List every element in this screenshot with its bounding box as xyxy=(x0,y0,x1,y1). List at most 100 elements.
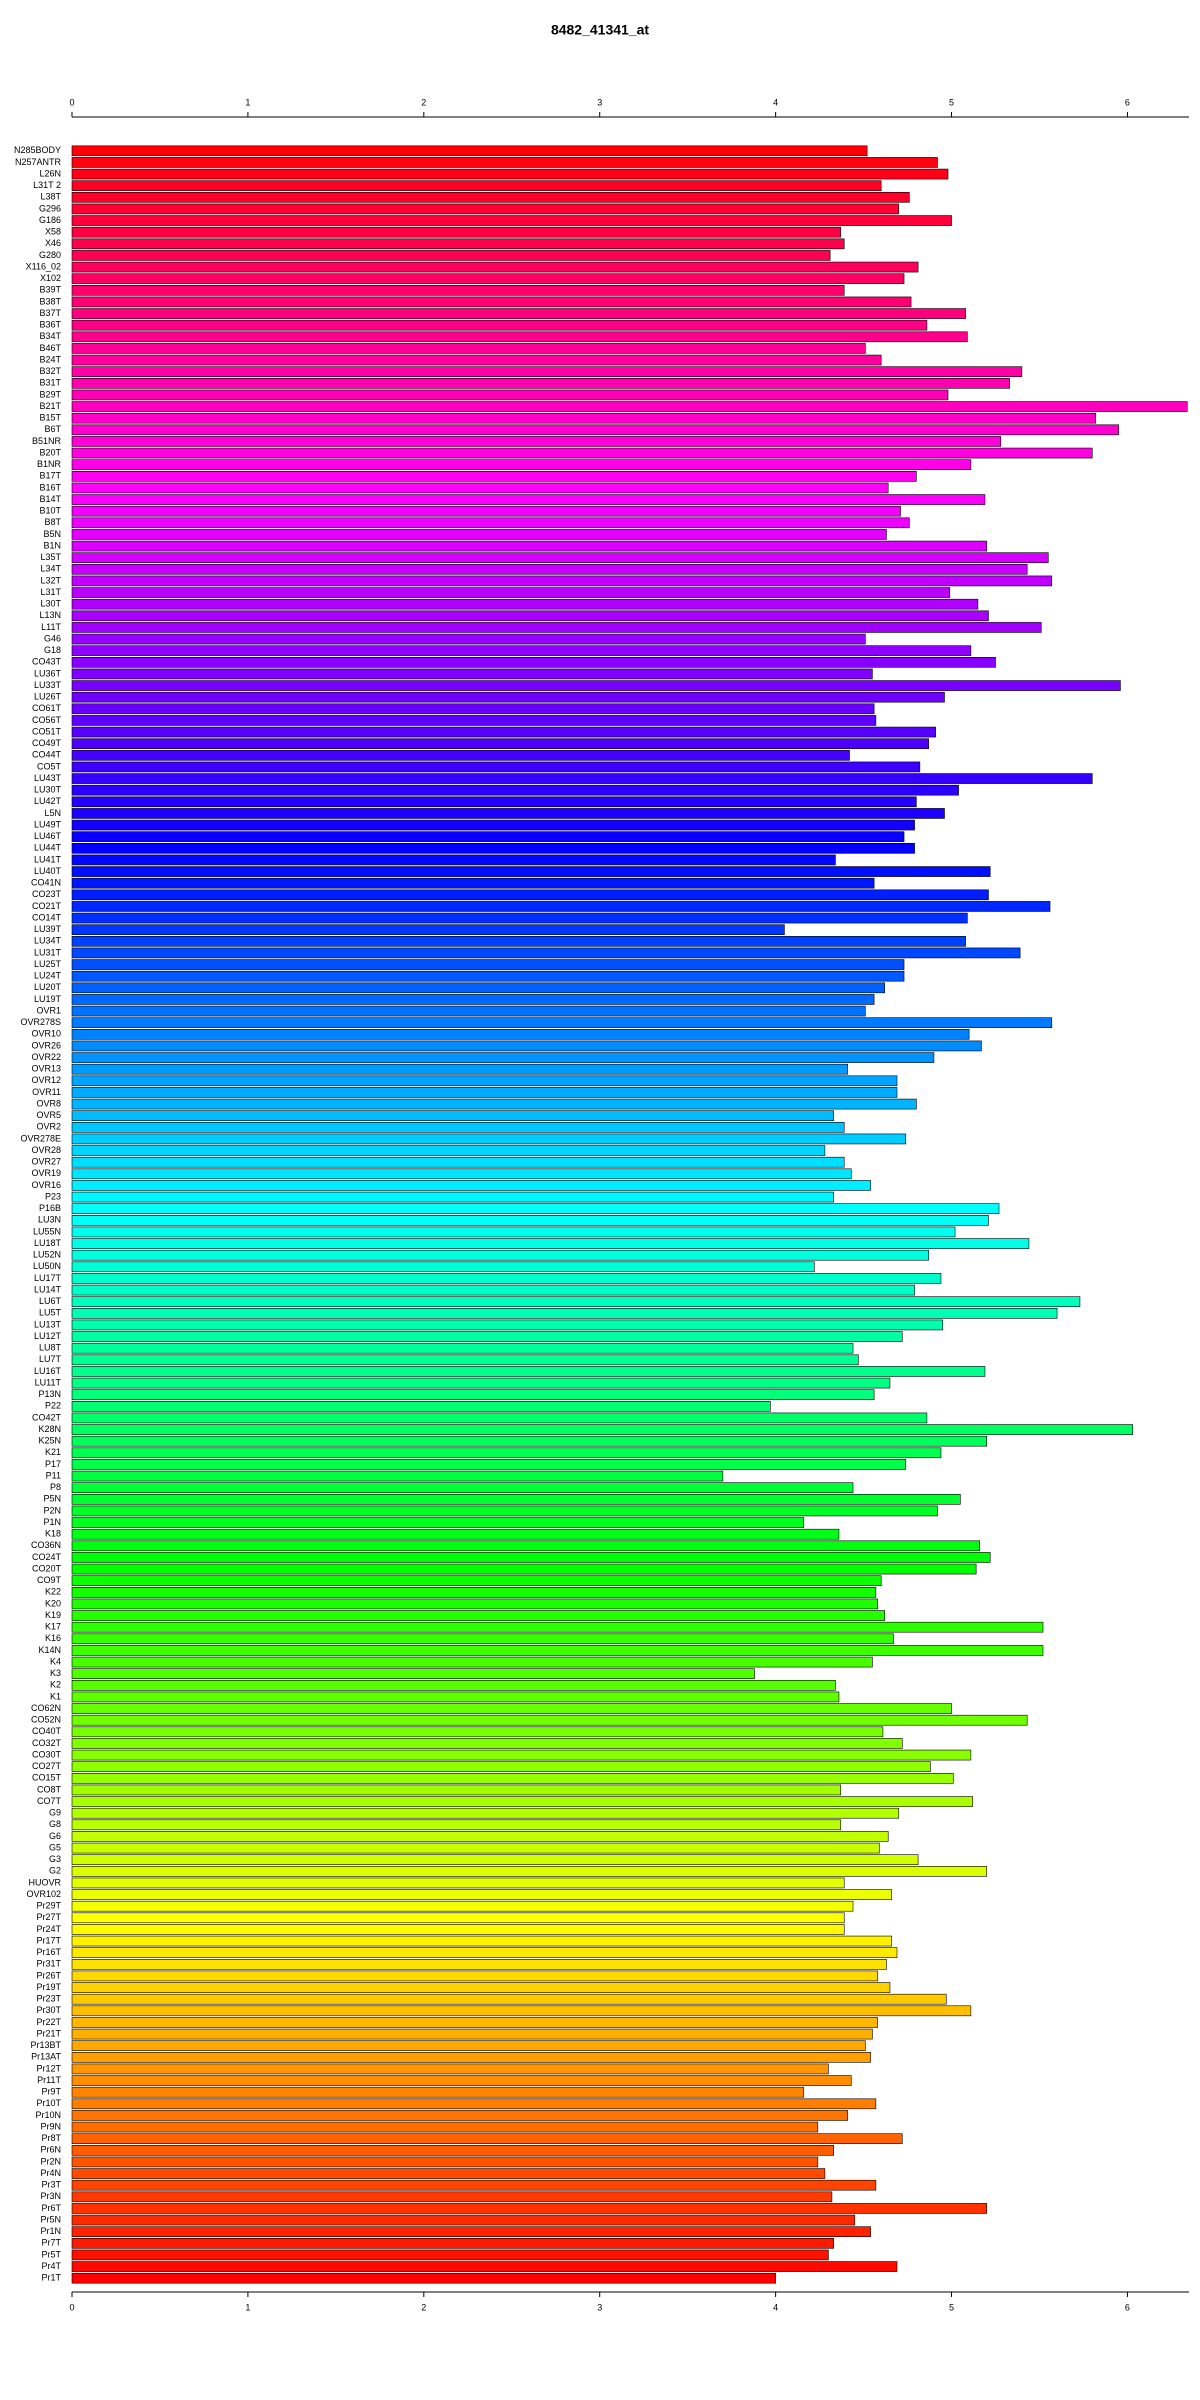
y-tick-label: Pr29T xyxy=(36,1901,61,1911)
y-tick-label: K1 xyxy=(50,1691,61,1701)
bar xyxy=(71,1226,956,1238)
bar xyxy=(71,1552,991,1563)
y-tick-label: B46T xyxy=(39,343,61,353)
bar xyxy=(71,1807,900,1819)
bar xyxy=(71,1075,898,1087)
bar xyxy=(71,2121,819,2133)
y-tick-label: L34T xyxy=(40,564,61,574)
y-tick-label: LU5T xyxy=(39,1308,62,1318)
bar xyxy=(71,157,938,168)
bar xyxy=(71,1703,952,1714)
bar xyxy=(71,1249,929,1261)
y-tick-label: P17 xyxy=(45,1459,61,1469)
y-tick-label: G296 xyxy=(39,203,61,213)
bar xyxy=(71,1284,915,1296)
bar xyxy=(71,1482,854,1494)
y-tick-label: K21 xyxy=(45,1447,61,1457)
bar xyxy=(71,901,1051,912)
y-tick-label: Pr9T xyxy=(41,2087,61,2097)
bar xyxy=(71,994,875,1005)
y-tick-label: B14T xyxy=(39,494,61,504)
x-tick-label: 4 xyxy=(773,2302,778,2312)
bar xyxy=(71,1273,942,1284)
y-tick-label: OVR22 xyxy=(31,1052,61,1062)
y-tick-label: B10T xyxy=(39,506,61,516)
bar xyxy=(71,2086,805,2098)
y-tick-label: Pr10N xyxy=(35,2110,61,2120)
bar xyxy=(71,854,836,866)
y-tick-label: OVR5 xyxy=(36,1110,61,1120)
y-tick-label: CO36N xyxy=(31,1540,61,1550)
y-tick-label: G8 xyxy=(49,1819,61,1829)
y-tick-label: OVR278E xyxy=(20,1133,61,1143)
y-tick-label: OVR28 xyxy=(31,1145,61,1155)
y-tick-label: LU12T xyxy=(34,1331,62,1341)
x-tick-label: 0 xyxy=(69,97,74,107)
y-tick-label: LU40T xyxy=(34,866,62,876)
y-tick-label: L31T 2 xyxy=(33,180,61,190)
bar xyxy=(71,1587,877,1598)
y-tick-label: B16T xyxy=(39,482,61,492)
bar xyxy=(71,1912,845,1924)
bar xyxy=(71,1191,834,1203)
bar xyxy=(71,1575,882,1587)
y-tick-label: K25N xyxy=(38,1436,61,1446)
x-tick-label: 5 xyxy=(949,97,954,107)
bar xyxy=(71,226,842,238)
y-tick-label: Pr2N xyxy=(40,2156,61,2166)
bar xyxy=(71,470,917,482)
y-tick-label: B32T xyxy=(39,366,61,376)
y-tick-label: Pr6T xyxy=(41,2203,61,2213)
bar xyxy=(71,412,1097,424)
bar xyxy=(71,912,968,924)
y-tick-label: LU3N xyxy=(38,1215,61,1225)
bar xyxy=(71,2075,852,2086)
bar xyxy=(71,389,949,401)
y-tick-label: CO51T xyxy=(32,726,62,736)
bar xyxy=(71,2261,898,2272)
y-tick-label: Pr5N xyxy=(40,2214,61,2224)
bar xyxy=(71,1087,898,1098)
y-tick-label: K4 xyxy=(50,1656,61,1666)
y-tick-label: Pr27T xyxy=(36,1912,61,1922)
y-tick-label: LU25T xyxy=(34,959,62,969)
bar xyxy=(71,2156,819,2168)
y-tick-label: OVR16 xyxy=(31,1180,61,1190)
y-tick-label: L38T xyxy=(40,192,61,202)
bar xyxy=(71,1133,907,1145)
bar xyxy=(71,1098,917,1110)
y-tick-label: B39T xyxy=(39,285,61,295)
bar xyxy=(71,2203,988,2214)
bar xyxy=(71,1959,887,1970)
bar xyxy=(71,1842,880,1854)
y-tick-label: LU39T xyxy=(34,924,62,934)
bar xyxy=(71,203,900,215)
bar xyxy=(71,587,951,598)
bar xyxy=(71,1180,871,1191)
bar xyxy=(71,842,915,854)
bar xyxy=(71,563,1028,575)
y-tick-label: LU50N xyxy=(33,1261,61,1271)
y-tick-label: Pr23T xyxy=(36,1994,61,2004)
y-tick-label: Pr31T xyxy=(36,1959,61,1969)
bar xyxy=(71,1726,884,1738)
bar xyxy=(71,377,1010,389)
y-tick-label: CO15T xyxy=(32,1773,62,1783)
y-tick-label: CO30T xyxy=(32,1749,62,1759)
bar xyxy=(71,1598,878,1610)
y-tick-label: B34T xyxy=(39,331,61,341)
bar xyxy=(71,296,912,308)
y-tick-label: P22 xyxy=(45,1401,61,1411)
bar xyxy=(71,703,875,715)
y-tick-label: X58 xyxy=(45,227,61,237)
y-tick-label: K20 xyxy=(45,1598,61,1608)
y-tick-label: CO20T xyxy=(32,1563,62,1573)
bar xyxy=(71,319,928,331)
y-tick-label: B1N xyxy=(43,540,61,550)
bar xyxy=(71,2040,866,2052)
bar xyxy=(71,343,866,354)
bar xyxy=(71,691,945,703)
bar xyxy=(71,1470,724,1482)
y-tick-label: CO8T xyxy=(37,1784,62,1794)
bar xyxy=(71,633,866,645)
